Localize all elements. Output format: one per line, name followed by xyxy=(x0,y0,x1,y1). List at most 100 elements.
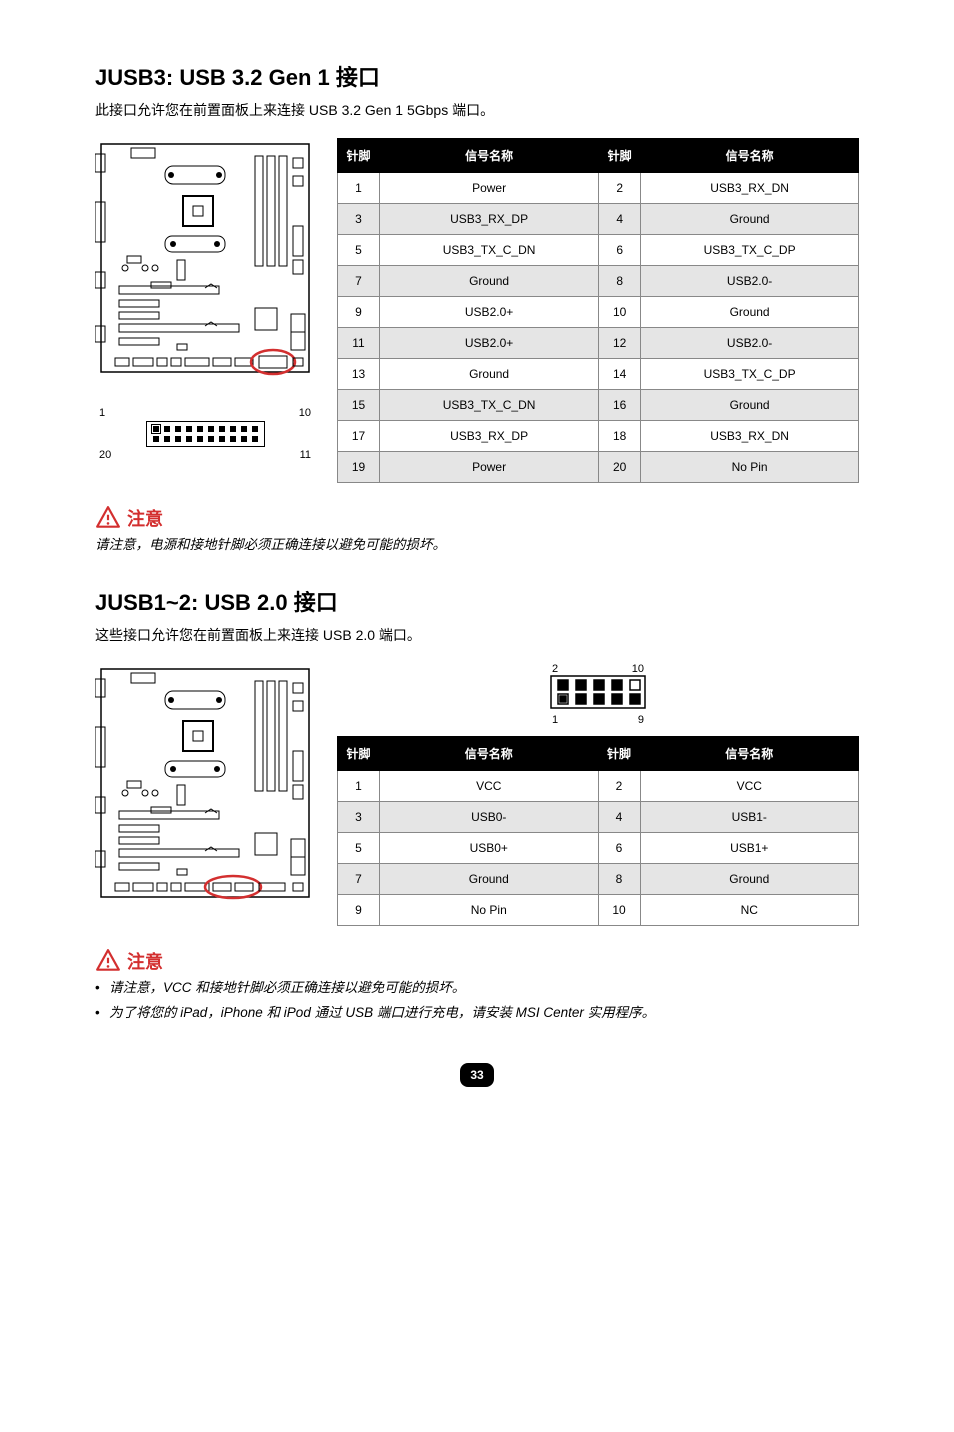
table-cell: Ground xyxy=(640,864,859,895)
table-cell: 20 xyxy=(599,452,641,483)
warning-icon xyxy=(95,505,121,531)
table-row: 3USB3_RX_DP4Ground xyxy=(338,204,859,235)
warning-icon xyxy=(95,948,121,974)
notice-title-2: 注意 xyxy=(127,948,163,974)
table-cell: 5 xyxy=(338,833,380,864)
table-cell: 2 xyxy=(598,771,640,802)
table-cell: Power xyxy=(380,452,599,483)
table-cell: 6 xyxy=(599,235,641,266)
table-cell: USB3_RX_DP xyxy=(380,204,599,235)
table-row: 5USB0+6USB1+ xyxy=(338,833,859,864)
notice-item: 请注意，VCC 和接地针脚必须正确连接以避免可能的损坏。 xyxy=(95,978,859,998)
table-cell: 5 xyxy=(338,235,380,266)
table-cell: USB3_RX_DN xyxy=(641,421,859,452)
table-cell: Ground xyxy=(641,390,859,421)
th-pin: 针脚 xyxy=(338,139,380,173)
pin-label-tl: 1 xyxy=(99,407,105,419)
table-cell: 10 xyxy=(598,895,640,926)
notice-1: 注意 请注意，电源和接地针脚必须正确连接以避免可能的损坏。 xyxy=(95,505,859,555)
pin-label-br: 11 xyxy=(300,449,311,461)
table-cell: 9 xyxy=(338,297,380,328)
table-cell: 12 xyxy=(599,328,641,359)
table-row: 13Ground14USB3_TX_C_DP xyxy=(338,359,859,390)
table-cell: USB3_RX_DP xyxy=(380,421,599,452)
jusb3-pin-diagram: 1 10 20 11 xyxy=(95,407,315,461)
th2-sig2: 信号名称 xyxy=(640,737,859,771)
table-cell: USB3_TX_C_DN xyxy=(380,235,599,266)
table-cell: 17 xyxy=(338,421,380,452)
table-cell: 1 xyxy=(338,173,380,204)
table-cell: 8 xyxy=(598,864,640,895)
table-cell: 8 xyxy=(599,266,641,297)
section1-subtitle: 此接口允许您在前置面板上来连接 USB 3.2 Gen 1 5Gbps 端口。 xyxy=(95,100,859,120)
notice-list-2: 请注意，VCC 和接地针脚必须正确连接以避免可能的损坏。为了将您的 iPad，i… xyxy=(95,978,859,1023)
table-cell: Ground xyxy=(380,864,599,895)
section2-subtitle: 这些接口允许您在前置面板上来连接 USB 2.0 端口。 xyxy=(95,625,859,645)
mobo-diagram-1 xyxy=(95,138,315,378)
notice-text-1: 请注意，电源和接地针脚必须正确连接以避免可能的损坏。 xyxy=(95,535,859,555)
th-pin2: 针脚 xyxy=(599,139,641,173)
table-cell: 10 xyxy=(599,297,641,328)
table-cell: USB3_RX_DN xyxy=(641,173,859,204)
th2-sig: 信号名称 xyxy=(380,737,599,771)
jusb2-pin-diagram: 2 10 1 9 xyxy=(337,663,859,726)
section1-right: 针脚 信号名称 针脚 信号名称 1Power2USB3_RX_DN3USB3_R… xyxy=(337,138,859,483)
section2-left xyxy=(95,663,315,908)
mobo-diagram-2 xyxy=(95,663,315,903)
table-cell: NC xyxy=(640,895,859,926)
table-cell: 3 xyxy=(338,204,380,235)
pin2-br: 9 xyxy=(638,714,644,726)
pin-label-bl: 20 xyxy=(99,449,111,461)
table-cell: VCC xyxy=(640,771,859,802)
table-cell: 4 xyxy=(599,204,641,235)
pin-label-tr: 10 xyxy=(299,407,311,419)
table-cell: USB3_TX_C_DN xyxy=(380,390,599,421)
th-sig: 信号名称 xyxy=(380,139,599,173)
pin2-bl: 1 xyxy=(552,714,558,726)
table-cell: 13 xyxy=(338,359,380,390)
table-cell: 15 xyxy=(338,390,380,421)
table-cell: USB0- xyxy=(380,802,599,833)
table-cell: 2 xyxy=(599,173,641,204)
table-cell: USB1+ xyxy=(640,833,859,864)
table-row: 5USB3_TX_C_DN6USB3_TX_C_DP xyxy=(338,235,859,266)
notice-item: 为了将您的 iPad，iPhone 和 iPod 通过 USB 端口进行充电，请… xyxy=(95,1003,859,1023)
table-cell: USB1- xyxy=(640,802,859,833)
table-cell: USB3_TX_C_DP xyxy=(641,235,859,266)
th2-pin2: 针脚 xyxy=(598,737,640,771)
table-cell: No Pin xyxy=(641,452,859,483)
table-cell: 3 xyxy=(338,802,380,833)
table-row: 19Power20No Pin xyxy=(338,452,859,483)
section1-left: 1 10 20 11 xyxy=(95,138,315,461)
table-row: 1VCC2VCC xyxy=(338,771,859,802)
table-cell: 7 xyxy=(338,266,380,297)
table-cell: Power xyxy=(380,173,599,204)
table-row: 11USB2.0+12USB2.0- xyxy=(338,328,859,359)
table-cell: VCC xyxy=(380,771,599,802)
pin2-tl: 2 xyxy=(552,663,558,675)
table-cell: 9 xyxy=(338,895,380,926)
table-cell: USB2.0+ xyxy=(380,297,599,328)
table-row: 1Power2USB3_RX_DN xyxy=(338,173,859,204)
table-row: 7Ground8USB2.0- xyxy=(338,266,859,297)
table-cell: 18 xyxy=(599,421,641,452)
table-cell: 7 xyxy=(338,864,380,895)
table-cell: 6 xyxy=(598,833,640,864)
table-row: 15USB3_TX_C_DN16Ground xyxy=(338,390,859,421)
th2-pin: 针脚 xyxy=(338,737,380,771)
table-cell: Ground xyxy=(380,359,599,390)
notice-title-1: 注意 xyxy=(127,505,163,531)
table-cell: No Pin xyxy=(380,895,599,926)
table-row: 3USB0-4USB1- xyxy=(338,802,859,833)
table-row: 7Ground8Ground xyxy=(338,864,859,895)
table-cell: USB2.0- xyxy=(641,328,859,359)
table-cell: 19 xyxy=(338,452,380,483)
table-cell: 14 xyxy=(599,359,641,390)
table-row: 9USB2.0+10Ground xyxy=(338,297,859,328)
table-cell: USB3_TX_C_DP xyxy=(641,359,859,390)
jusb3-table: 针脚 信号名称 针脚 信号名称 1Power2USB3_RX_DN3USB3_R… xyxy=(337,138,859,483)
page-number-badge: 33 xyxy=(460,1063,494,1087)
table-cell: 16 xyxy=(599,390,641,421)
notice-2: 注意 请注意，VCC 和接地针脚必须正确连接以避免可能的损坏。为了将您的 iPa… xyxy=(95,948,859,1023)
table-cell: 4 xyxy=(598,802,640,833)
